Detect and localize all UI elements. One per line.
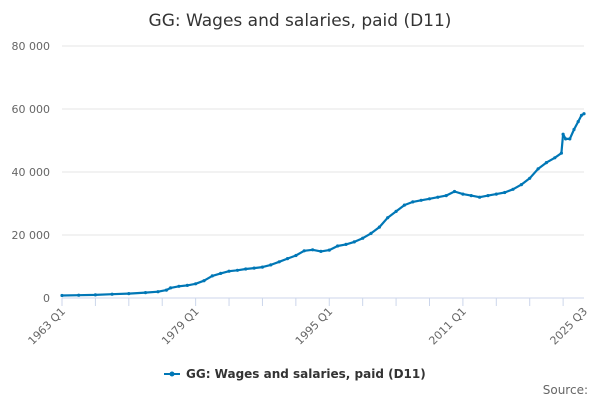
data-point[interactable] <box>185 283 189 287</box>
data-point[interactable] <box>419 198 423 202</box>
data-point[interactable] <box>169 286 173 290</box>
data-point[interactable] <box>269 263 273 267</box>
data-point[interactable] <box>427 197 432 201</box>
y-axis: 0 20 000 40 000 60 000 80 000 <box>12 40 51 305</box>
x-axis: 1963 Q1 1979 Q1 1995 Q1 2011 Q1 2025 Q3 <box>26 297 591 348</box>
data-point[interactable] <box>503 190 507 195</box>
data-point[interactable] <box>302 249 306 253</box>
data-point[interactable] <box>576 120 580 124</box>
data-point[interactable] <box>528 176 532 180</box>
data-point[interactable] <box>564 137 568 141</box>
data-point[interactable] <box>277 260 281 264</box>
legend-marker-icon <box>169 371 175 377</box>
data-point[interactable] <box>327 248 331 252</box>
x-tick-label: 2011 Q1 <box>426 305 469 348</box>
data-point[interactable] <box>486 194 490 198</box>
y-tick-label: 20 000 <box>12 229 51 242</box>
data-point[interactable] <box>436 195 440 199</box>
data-point[interactable] <box>194 282 198 286</box>
data-point[interactable] <box>452 189 457 194</box>
x-tick-label: 1963 Q1 <box>26 305 69 348</box>
data-point[interactable] <box>411 200 415 204</box>
data-point[interactable] <box>536 167 540 171</box>
data-point[interactable] <box>352 240 356 244</box>
data-point[interactable] <box>164 288 168 292</box>
data-point[interactable] <box>227 269 231 273</box>
y-tick-label: 60 000 <box>12 103 51 116</box>
y-tick-label: 80 000 <box>12 40 51 53</box>
data-point[interactable] <box>311 248 315 252</box>
data-point[interactable] <box>210 274 214 278</box>
data-point[interactable] <box>511 187 515 191</box>
data-point[interactable] <box>219 271 223 275</box>
x-tick-label: 2025 Q3 <box>548 305 591 348</box>
data-point[interactable] <box>361 236 365 240</box>
data-point[interactable] <box>444 194 448 198</box>
data-point[interactable] <box>478 195 482 199</box>
data-point[interactable] <box>572 127 576 132</box>
data-point[interactable] <box>127 292 131 296</box>
x-tick-label: 1995 Q1 <box>293 305 336 348</box>
source-label: Source: <box>543 383 588 397</box>
data-point[interactable] <box>519 183 524 187</box>
data-point[interactable] <box>294 253 298 258</box>
series-line <box>61 112 585 297</box>
data-point[interactable] <box>244 267 248 271</box>
data-point[interactable] <box>336 244 340 248</box>
y-tick-label: 0 <box>43 292 50 305</box>
data-point[interactable] <box>553 156 557 160</box>
x-tick-label: 1979 Q1 <box>159 305 202 348</box>
legend-label: GG: Wages and salaries, paid (D11) <box>186 367 426 381</box>
data-point[interactable] <box>469 194 473 198</box>
data-point[interactable] <box>559 151 564 155</box>
data-point[interactable] <box>394 209 398 213</box>
data-point[interactable] <box>582 112 586 116</box>
data-point[interactable] <box>568 137 572 141</box>
grid-lines <box>62 45 584 236</box>
data-point[interactable] <box>494 192 498 196</box>
series-layer <box>60 112 586 298</box>
data-point[interactable] <box>177 284 181 288</box>
data-point[interactable] <box>110 292 114 296</box>
data-point[interactable] <box>377 225 381 229</box>
data-point[interactable] <box>156 290 160 294</box>
data-point[interactable] <box>93 293 97 297</box>
data-point[interactable] <box>386 216 390 220</box>
data-point[interactable] <box>561 132 565 136</box>
y-tick-label: 40 000 <box>12 166 51 179</box>
data-point[interactable] <box>461 192 465 196</box>
chart-title: GG: Wages and salaries, paid (D11) <box>149 11 452 31</box>
legend[interactable]: GG: Wages and salaries, paid (D11) <box>164 367 426 381</box>
data-point[interactable] <box>260 265 264 269</box>
data-point[interactable] <box>402 203 406 207</box>
data-point[interactable] <box>252 266 256 270</box>
data-point[interactable] <box>77 293 81 297</box>
data-point[interactable] <box>202 279 206 283</box>
data-point[interactable] <box>60 293 64 298</box>
data-point[interactable] <box>285 257 290 261</box>
data-point[interactable] <box>369 231 373 235</box>
data-point[interactable] <box>344 242 348 246</box>
data-point[interactable] <box>319 249 323 253</box>
data-point[interactable] <box>143 291 148 295</box>
data-point[interactable] <box>235 268 239 272</box>
data-point[interactable] <box>544 161 549 165</box>
data-point[interactable] <box>579 113 584 117</box>
